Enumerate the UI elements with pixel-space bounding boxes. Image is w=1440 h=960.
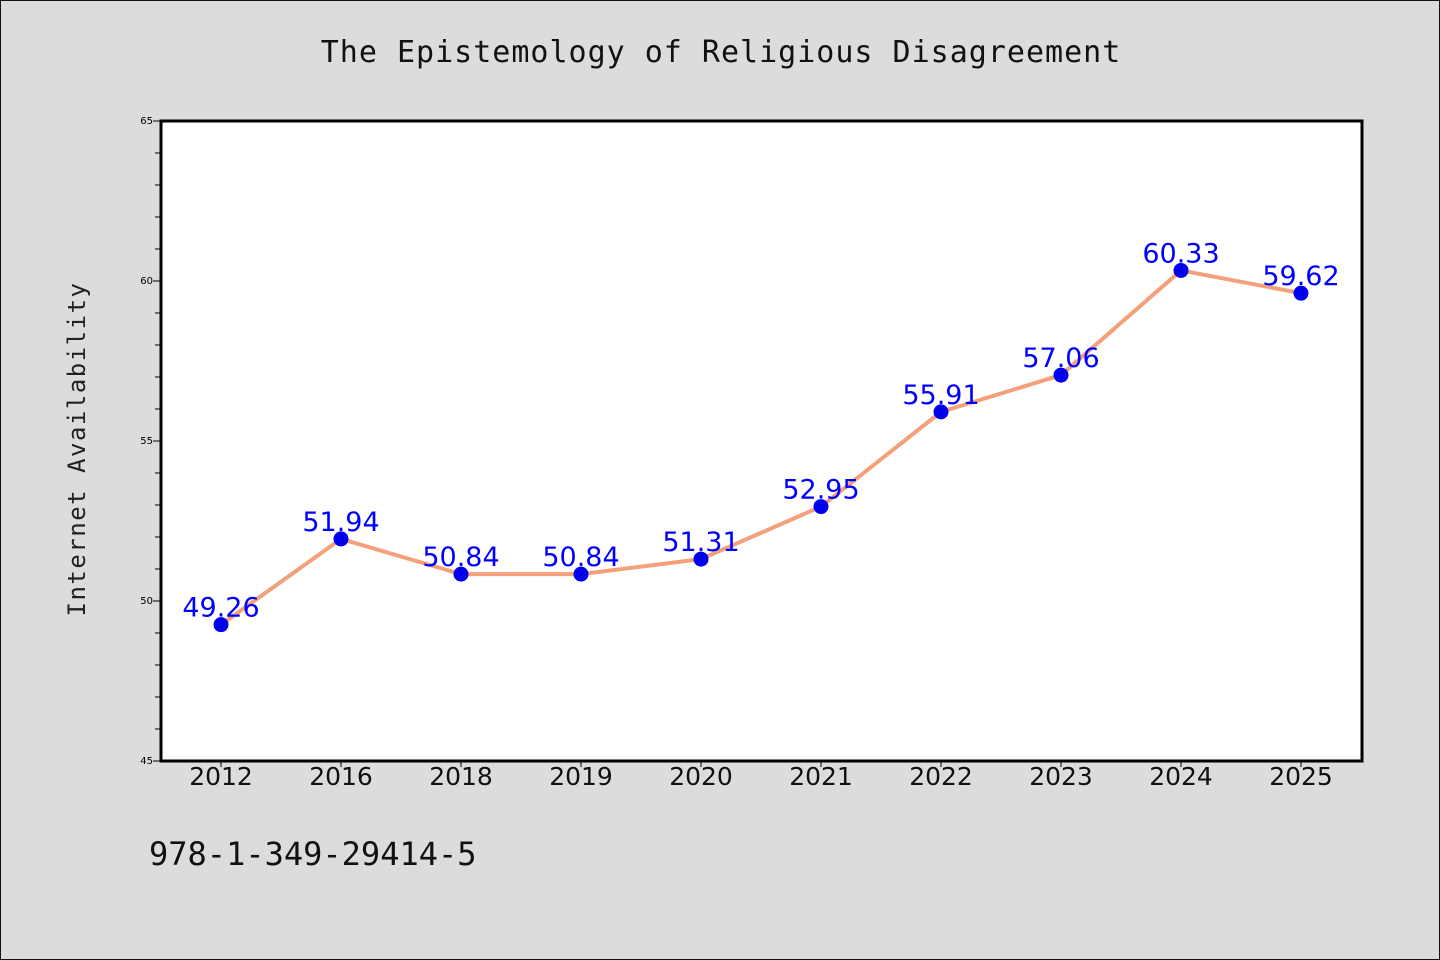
data-point (213, 617, 229, 633)
y-tick-label: 55 (140, 436, 153, 447)
x-tick-label: 2016 (309, 762, 373, 791)
x-tick-label: 2022 (909, 762, 973, 791)
footnote-isbn: 978-1-349-29414-5 (149, 835, 477, 873)
series-line (219, 268, 1303, 627)
data-point (693, 551, 709, 567)
data-point (933, 404, 949, 420)
y-tick-label: 65 (140, 116, 153, 127)
data-label: 57.06 (1022, 343, 1099, 374)
x-tick-label: 2023 (1029, 762, 1093, 791)
data-point (813, 499, 829, 515)
data-point (1053, 367, 1069, 383)
data-label: 60.33 (1142, 238, 1219, 269)
data-point (453, 566, 469, 582)
x-tick-label: 2024 (1149, 762, 1213, 791)
x-tick-label: 2025 (1269, 762, 1333, 791)
data-point (333, 531, 349, 547)
data-label: 50.84 (542, 542, 619, 573)
y-tick-label: 45 (140, 756, 153, 767)
data-point (1293, 285, 1309, 301)
plot-area (159, 119, 1364, 763)
x-tick-label: 2012 (189, 762, 253, 791)
y-tick-label: 50 (140, 596, 153, 607)
data-label: 51.31 (662, 527, 739, 558)
data-label: 52.95 (782, 475, 859, 506)
data-label: 49.26 (182, 593, 259, 624)
chart-title: The Epistemology of Religious Disagreeme… (320, 35, 1122, 70)
data-point (573, 566, 589, 582)
x-tick-label: 2018 (429, 762, 493, 791)
x-tick-label: 2019 (549, 762, 613, 791)
data-label: 55.91 (902, 380, 979, 411)
x-tick-label: 2020 (669, 762, 733, 791)
data-label: 59.62 (1262, 261, 1339, 292)
data-label: 50.84 (422, 542, 499, 573)
x-tick-label: 2021 (789, 762, 853, 791)
data-point (1173, 262, 1189, 278)
y-tick-label: 60 (140, 276, 153, 287)
data-label: 51.94 (302, 507, 379, 538)
